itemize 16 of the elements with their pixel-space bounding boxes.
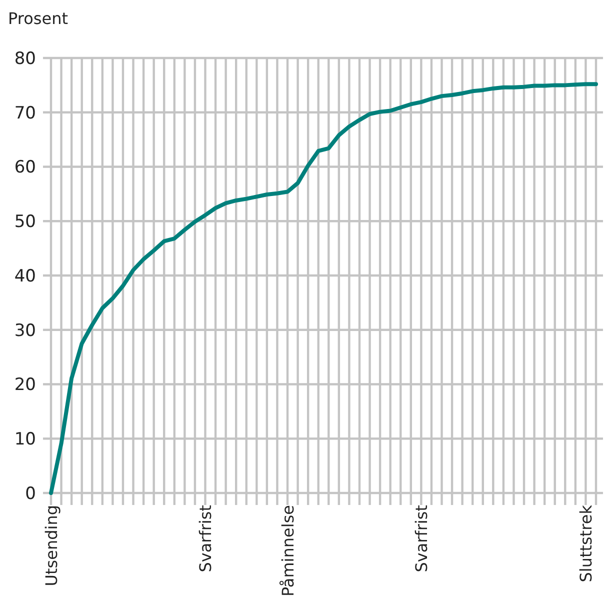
y-tick-label: 70 [14,103,36,124]
y-tick-label: 50 [14,212,36,232]
y-tick-label: 30 [14,320,36,341]
x-tick-label: Utsending [42,505,61,586]
y-tick-label: 40 [14,266,36,286]
y-tick-label: 10 [14,430,36,450]
y-tick-label: 80 [14,48,36,69]
y-tick-label: 20 [14,375,36,396]
y-axis-title: Prosent [8,9,68,28]
x-tick-label: Svarfrist [412,505,432,572]
x-tick-label: Svarfrist [196,505,216,572]
y-tick-label: 60 [14,158,36,178]
x-tick-label: Påminnelse [278,505,298,597]
line-series [49,82,598,495]
y-tick-label: 0 [25,484,36,504]
x-tick-label: Sluttstrek [576,504,596,582]
